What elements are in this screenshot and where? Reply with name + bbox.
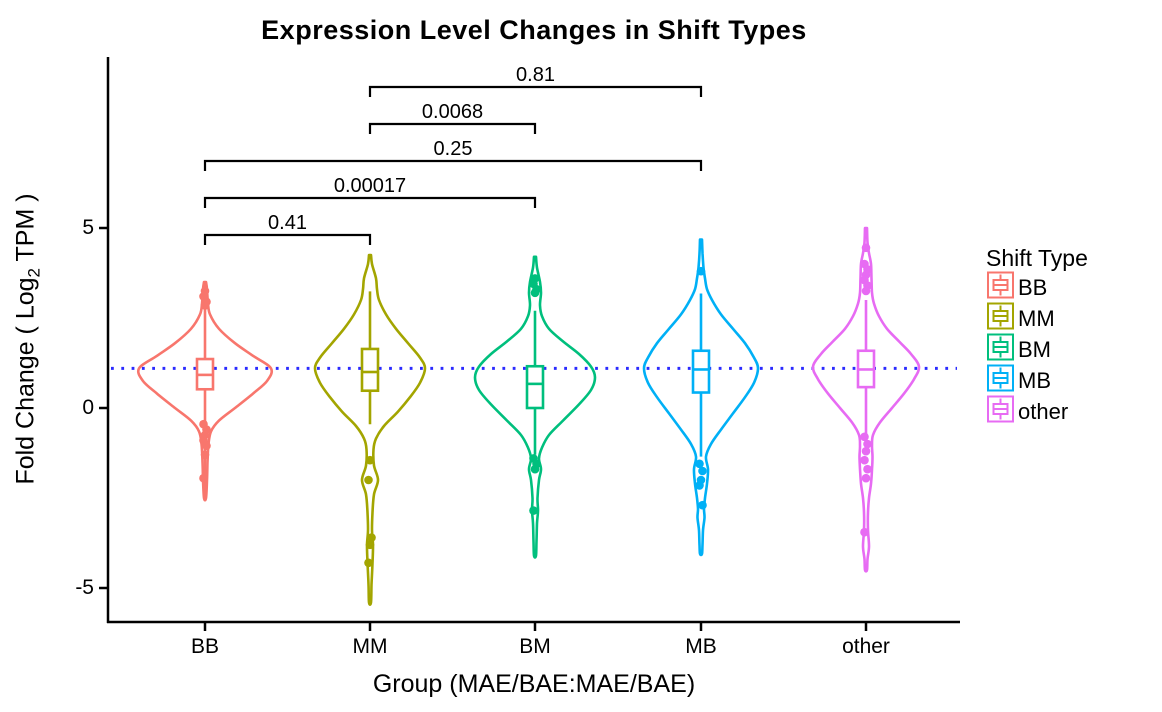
- boxplot-key-icon: [986, 270, 1015, 305]
- box: [360, 347, 380, 393]
- bracket-line: [203, 233, 372, 245]
- x-tick-label: BM: [519, 635, 551, 658]
- outlier-point: [860, 527, 869, 537]
- p-value-label: 0.81: [516, 64, 555, 86]
- legend-entry-label: other: [1018, 398, 1069, 424]
- x-tick-label: MM: [352, 635, 388, 658]
- bracket-line: [203, 196, 537, 208]
- x-axis-title: Group (MAE/BAE:MAE/BAE): [372, 670, 696, 698]
- chart-title: Expression Level Changes in Shift Types: [261, 15, 807, 45]
- x-tick-label: MB: [685, 635, 717, 658]
- violin-group-other: [811, 226, 921, 573]
- violin-group-mb: [642, 238, 760, 557]
- y-tick-label: 5: [82, 216, 94, 239]
- y-tick-label: -5: [75, 576, 94, 599]
- outlier-point: [365, 455, 375, 465]
- bracket-line: [368, 122, 537, 134]
- outlier-point: [698, 500, 707, 510]
- outlier-point: [530, 288, 540, 298]
- legend-entry-label: BB: [1018, 274, 1048, 300]
- boxplot-key-icon: [986, 301, 1015, 336]
- p-value-label: 0.41: [268, 212, 307, 234]
- outlier-point: [367, 533, 376, 542]
- outlier-point: [863, 464, 872, 474]
- outlier-point: [861, 473, 871, 483]
- legend-entry-other: other: [986, 394, 1162, 429]
- legend: Shift Type BB MM BM MB other: [986, 244, 1162, 427]
- boxplot-key-icon: [986, 394, 1015, 429]
- outlier-point: [364, 475, 373, 485]
- legend-entry-mb: MB: [986, 363, 1162, 398]
- p-value-label: 0.00017: [334, 175, 406, 197]
- box: [691, 349, 711, 394]
- outlier-point: [863, 439, 872, 449]
- outlier-point: [696, 266, 706, 276]
- violin-outline: [811, 226, 921, 573]
- bracket-line: [368, 85, 703, 97]
- p-value-label: 0.0068: [422, 101, 483, 123]
- violin-outline: [642, 238, 760, 557]
- boxplot-key-icon: [986, 363, 1015, 398]
- outlier-point: [861, 446, 871, 456]
- violin-outline: [136, 280, 274, 502]
- comparison-bracket: 0.81: [368, 64, 703, 97]
- violin-group-mm: [313, 253, 427, 606]
- outlier-point: [529, 506, 538, 515]
- outlier-point: [860, 432, 869, 442]
- violin-outline: [313, 253, 427, 606]
- legend-entry-bm: BM: [986, 332, 1162, 367]
- comparison-bracket: 0.41: [203, 212, 372, 245]
- y-tick-label: 0: [82, 396, 94, 419]
- x-tick-label: BB: [190, 635, 219, 658]
- legend-entry-label: BM: [1018, 336, 1051, 362]
- bracket-line: [203, 159, 703, 171]
- outlier-point: [695, 459, 704, 469]
- box: [525, 364, 545, 410]
- x-tick-label: other: [842, 635, 890, 658]
- outlier-point: [199, 473, 208, 483]
- legend-entry-mm: MM: [986, 301, 1162, 336]
- outlier-point: [200, 301, 210, 310]
- violin-group-bb: [136, 280, 274, 502]
- boxplot-key-icon: [986, 332, 1015, 367]
- outlier-point: [202, 441, 211, 451]
- outlier-point: [695, 481, 704, 490]
- comparison-bracket: 0.0068: [368, 101, 537, 134]
- violin-group-bm: [473, 255, 597, 559]
- outlier-point: [861, 243, 871, 253]
- outlier-point: [861, 286, 871, 296]
- comparison-bracket: 0.25: [203, 138, 703, 171]
- outlier-point: [530, 464, 540, 474]
- legend-entry-label: MM: [1018, 305, 1055, 331]
- outlier-point: [860, 455, 869, 465]
- comparison-bracket: 0.00017: [203, 175, 537, 208]
- outlier-point: [364, 558, 373, 568]
- legend-entry-label: MB: [1018, 367, 1051, 393]
- violin-outline: [473, 255, 597, 559]
- legend-title: Shift Type: [986, 245, 1088, 271]
- outlier-point: [698, 466, 707, 476]
- legend-entry-bb: BB: [986, 270, 1162, 305]
- outlier-point: [365, 540, 375, 550]
- axes: [99, 57, 960, 631]
- outlier-point: [200, 450, 210, 460]
- p-value-label: 0.25: [434, 138, 473, 160]
